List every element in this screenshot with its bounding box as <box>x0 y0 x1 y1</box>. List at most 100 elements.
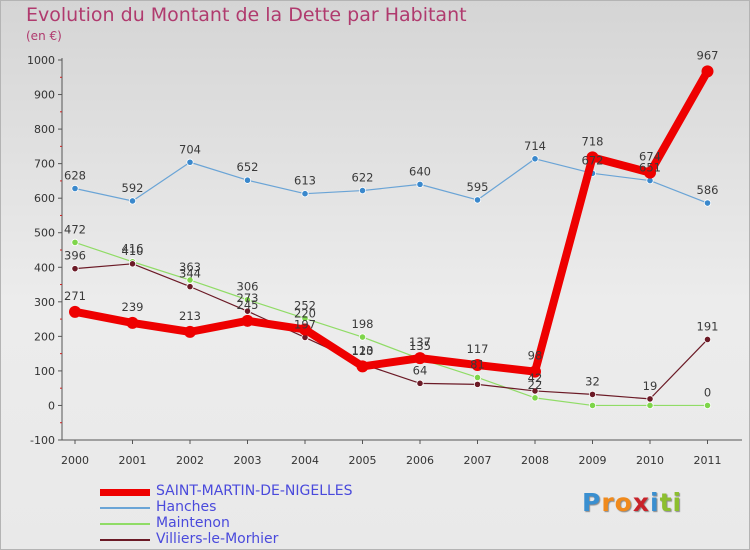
data-point <box>356 360 369 373</box>
y-tick-label: 900 <box>34 89 55 102</box>
data-point <box>301 314 309 322</box>
data-label: 396 <box>64 249 86 263</box>
legend-label: Villiers-le-Morhier <box>156 531 279 547</box>
data-label: 32 <box>585 374 600 388</box>
data-label: 42 <box>528 371 543 385</box>
logo-letter: i <box>672 488 683 517</box>
legend-swatch <box>100 488 150 496</box>
data-label: 344 <box>179 267 201 281</box>
data-point <box>586 151 599 164</box>
data-label: 306 <box>237 280 259 294</box>
y-tick-label: 500 <box>34 227 55 240</box>
data-point <box>473 373 482 382</box>
logo-letter: o <box>614 488 633 517</box>
data-point <box>186 158 194 166</box>
data-point <box>703 335 712 344</box>
data-point <box>299 323 311 336</box>
data-label: 245 <box>237 298 259 312</box>
data-point <box>531 155 539 163</box>
data-label: 652 <box>237 160 259 174</box>
series-line-0 <box>71 67 712 376</box>
data-label: 674 <box>639 150 661 164</box>
series-line-3 <box>74 263 709 400</box>
data-point <box>71 265 79 273</box>
series-line-2 <box>74 241 709 407</box>
data-point <box>71 238 79 246</box>
y-tick-label: 200 <box>34 330 55 343</box>
data-point <box>416 379 424 387</box>
data-point <box>701 65 714 78</box>
data-point <box>646 401 654 410</box>
data-point <box>358 333 367 341</box>
legend-swatch <box>100 539 150 541</box>
data-label: 622 <box>352 171 374 185</box>
data-point <box>473 196 482 204</box>
data-point <box>644 166 656 179</box>
data-point <box>588 390 597 398</box>
data-point <box>186 283 194 291</box>
x-tick-label: 2003 <box>234 454 262 467</box>
data-label: 198 <box>352 317 374 331</box>
series-line-1 <box>74 158 709 204</box>
data-point <box>471 359 484 372</box>
data-label: 628 <box>64 169 86 183</box>
data-point <box>703 401 712 410</box>
data-label: 613 <box>294 174 316 188</box>
data-label: 113 <box>352 343 374 357</box>
data-point <box>241 314 254 327</box>
data-point <box>646 395 654 403</box>
data-point <box>531 387 539 395</box>
x-tick-label: 2011 <box>694 454 722 467</box>
x-tick-label: 2010 <box>636 454 664 467</box>
x-tick-label: 2009 <box>579 454 607 467</box>
data-label: 472 <box>64 222 86 236</box>
x-tick-label: 2004 <box>291 454 319 467</box>
data-label: 273 <box>237 291 259 305</box>
data-label: 714 <box>524 139 546 153</box>
data-label: 704 <box>179 142 201 156</box>
data-label: 651 <box>639 161 661 175</box>
data-label: 135 <box>409 339 431 353</box>
x-tick-label: 2007 <box>464 454 492 467</box>
data-label: 363 <box>179 260 201 274</box>
data-label: 117 <box>467 342 489 356</box>
y-tick-label: 600 <box>34 192 55 205</box>
x-tick-label: 2000 <box>61 454 89 467</box>
data-label: 416 <box>122 242 144 256</box>
data-point <box>69 305 81 318</box>
data-point <box>588 401 597 410</box>
y-tick-label: 100 <box>34 365 55 378</box>
proxiti-logo: Proxiti <box>582 488 682 517</box>
data-label: 672 <box>582 153 604 167</box>
data-point <box>128 197 137 205</box>
data-point <box>416 180 424 188</box>
data-label: 252 <box>294 298 316 312</box>
data-label: 718 <box>582 134 604 148</box>
legend-label: SAINT-MARTIN-DE-NIGELLES <box>156 483 353 499</box>
data-label: 213 <box>179 309 201 323</box>
legend-swatch <box>100 507 150 509</box>
y-tick-label: -100 <box>30 434 55 447</box>
data-point <box>301 190 309 198</box>
data-label: 410 <box>122 244 144 258</box>
data-label: 22 <box>528 378 543 392</box>
data-label: 271 <box>64 289 86 303</box>
data-point <box>703 199 712 207</box>
chart-title: Evolution du Montant de la Dette par Hab… <box>26 4 467 26</box>
data-point <box>184 325 196 338</box>
logo-letter: x <box>632 488 650 517</box>
data-point <box>243 307 252 315</box>
data-label: 239 <box>122 300 144 314</box>
legend-swatch <box>100 523 150 525</box>
data-label: 81 <box>470 357 485 371</box>
data-label: 191 <box>697 319 719 333</box>
x-tick-label: 2008 <box>521 454 549 467</box>
logo-letter: t <box>659 488 673 517</box>
data-point <box>243 176 252 184</box>
data-point <box>128 260 137 268</box>
y-tick-label: 1000 <box>27 54 55 67</box>
data-point <box>358 186 367 195</box>
data-label: 98 <box>528 349 543 363</box>
